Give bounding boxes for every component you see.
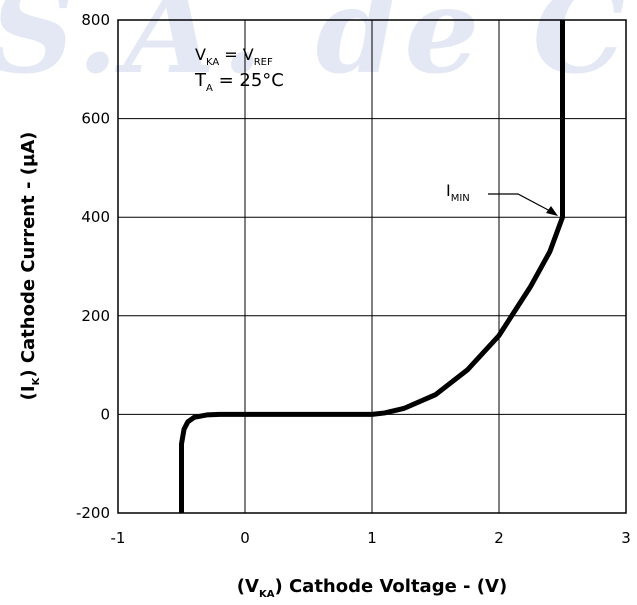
x-axis-label-part: ) Cathode Voltage - (V)	[274, 576, 507, 597]
annotation-text: A	[206, 83, 213, 94]
x-tick-label: 3	[621, 529, 631, 547]
annotation-text: T	[194, 70, 207, 91]
y-axis-label: (IK) Cathode Current - (µA)	[18, 132, 42, 401]
y-tick-label: 800	[81, 11, 110, 29]
annotation-text: KA	[206, 57, 219, 68]
annotation-text: I	[446, 181, 451, 200]
plot-frame	[117, 19, 627, 514]
y-tick-label: 0	[100, 405, 110, 423]
x-axis-label: (VKA) Cathode Voltage - (V)	[237, 576, 507, 600]
y-axis-label-part: ) Cathode Current - (µA)	[18, 132, 39, 378]
annotation-text: REF	[254, 57, 273, 68]
annotation-text: V	[195, 45, 206, 64]
y-tick-label: 400	[81, 208, 110, 226]
x-axis-label-part: (V	[237, 576, 259, 597]
plot-area: -1 0 1 2 3 -200 0 200 400 600 800	[76, 11, 631, 547]
y-axis-label-part: (I	[18, 385, 39, 400]
y-tick-label: 200	[81, 307, 110, 325]
annotation-arrow	[488, 193, 553, 213]
x-tick-label: 1	[367, 529, 377, 547]
y-axis-label-part: K	[31, 376, 42, 385]
annotation: IMIN	[446, 181, 470, 204]
arrow-head	[546, 206, 558, 216]
annotation: TA = 25°C	[194, 70, 284, 94]
x-axis-label-part: KA	[259, 589, 275, 600]
watermark: S.A. de C.V.	[0, 0, 637, 100]
y-tick-label: -200	[76, 504, 110, 522]
x-tick-label: 0	[240, 529, 250, 547]
data-line	[179, 20, 565, 513]
annotation-text: MIN	[451, 193, 470, 204]
x-tick-label: 2	[494, 529, 504, 547]
y-tick-label: 600	[81, 110, 110, 128]
x-tick-label: -1	[111, 529, 126, 547]
annotation-text: = 25°C	[213, 70, 284, 91]
annotation: VKA = VREF	[195, 45, 273, 68]
annotation-text: = V	[219, 45, 254, 64]
